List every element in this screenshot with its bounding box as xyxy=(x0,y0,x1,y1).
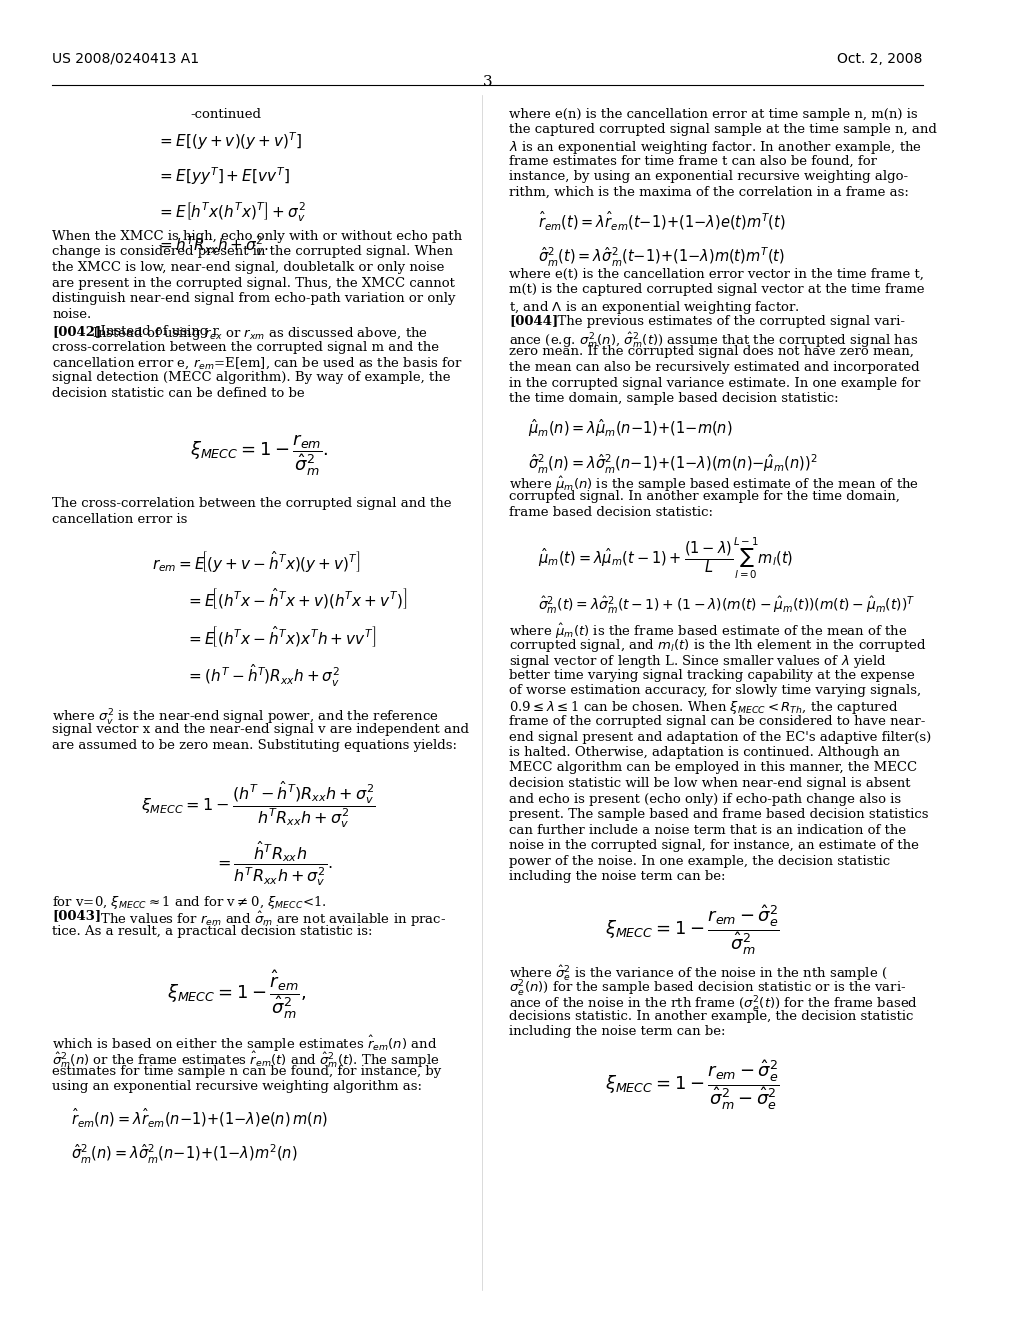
Text: $\xi_{MECC} = 1 - \dfrac{r_{em} - \hat{\sigma}_e^2}{\hat{\sigma}_m^2 - \hat{\sig: $\xi_{MECC} = 1 - \dfrac{r_{em} - \hat{\… xyxy=(605,1059,779,1113)
Text: signal vector x and the near-end signal v are independent and: signal vector x and the near-end signal … xyxy=(52,723,469,737)
Text: cancellation error is: cancellation error is xyxy=(52,513,187,525)
Text: MECC algorithm can be employed in this manner, the MECC: MECC algorithm can be employed in this m… xyxy=(510,762,918,775)
Text: $\lambda$ is an exponential weighting factor. In another example, the: $\lambda$ is an exponential weighting fa… xyxy=(510,139,923,156)
Text: Instead of using r: Instead of using r xyxy=(92,325,219,338)
Text: corrupted signal. In another example for the time domain,: corrupted signal. In another example for… xyxy=(510,490,900,503)
Text: $\hat{\sigma}_m^2(t) = \lambda\hat{\sigma}_m^2(t-1) + (1-\lambda)(m(t) - \hat{\m: $\hat{\sigma}_m^2(t) = \lambda\hat{\sigm… xyxy=(538,594,915,616)
Text: $\xi_{MECC} = 1 - \dfrac{r_{em} - \hat{\sigma}_e^2}{\hat{\sigma}_m^2}$: $\xi_{MECC} = 1 - \dfrac{r_{em} - \hat{\… xyxy=(605,903,779,957)
Text: for v=0, $\xi_{MECC}$$\approx$1 and for v$\neq$0, $\xi_{MECC}$<1.: for v=0, $\xi_{MECC}$$\approx$1 and for … xyxy=(52,894,327,911)
Text: decision statistic can be defined to be: decision statistic can be defined to be xyxy=(52,387,305,400)
Text: $\hat{\sigma}_m^2(n)$ or the frame estimates $\hat{r}_{em}(t)$ and $\hat{\sigma}: $\hat{\sigma}_m^2(n)$ or the frame estim… xyxy=(52,1049,440,1069)
Text: -continued: -continued xyxy=(190,108,261,121)
Text: Instead of using $r_{ex}$ or $r_{xm}$ as discussed above, the: Instead of using $r_{ex}$ or $r_{xm}$ as… xyxy=(92,325,428,342)
Text: $= E[yy^T] + E[vv^T]$: $= E[yy^T] + E[vv^T]$ xyxy=(157,165,290,186)
Text: $\xi_{MECC} = 1 - \dfrac{r_{em}}{\hat{\sigma}_{m}^{2}}.$: $\xi_{MECC} = 1 - \dfrac{r_{em}}{\hat{\s… xyxy=(190,433,329,478)
Text: can further include a noise term that is an indication of the: can further include a noise term that is… xyxy=(510,824,906,837)
Text: change is considered present in the corrupted signal. When: change is considered present in the corr… xyxy=(52,246,454,259)
Text: frame based decision statistic:: frame based decision statistic: xyxy=(510,506,714,519)
Text: where e(n) is the cancellation error at time sample n, m(n) is: where e(n) is the cancellation error at … xyxy=(510,108,919,121)
Text: zero mean. If the corrupted signal does not have zero mean,: zero mean. If the corrupted signal does … xyxy=(510,346,914,359)
Text: of worse estimation accuracy, for slowly time varying signals,: of worse estimation accuracy, for slowly… xyxy=(510,684,922,697)
Text: t, and $\Lambda$ is an exponential weighting factor.: t, and $\Lambda$ is an exponential weigh… xyxy=(510,300,800,315)
Text: $\hat{\sigma}_m^2(n){=}\lambda\hat{\sigma}_m^2(n{-}1){+}(1{-}\lambda)(m(n){-}\ha: $\hat{\sigma}_m^2(n){=}\lambda\hat{\sigm… xyxy=(528,453,818,475)
Text: ance of the noise in the rth frame ($\sigma_e^2(t)$) for the frame based: ance of the noise in the rth frame ($\si… xyxy=(510,994,919,1015)
Text: $\hat{r}_{em}(t){=}\lambda\hat{r}_{em}(t{-}1){+}(1{-}\lambda)e(t)m^T(t)$: $\hat{r}_{em}(t){=}\lambda\hat{r}_{em}(t… xyxy=(538,211,785,234)
Text: [0044]: [0044] xyxy=(510,314,559,327)
Text: where e(t) is the cancellation error vector in the time frame t,: where e(t) is the cancellation error vec… xyxy=(510,268,925,281)
Text: where $\sigma_v^2$ is the near-end signal power, and the reference: where $\sigma_v^2$ is the near-end signa… xyxy=(52,708,439,727)
Text: the XMCC is low, near-end signal, doubletalk or only noise: the XMCC is low, near-end signal, double… xyxy=(52,261,444,275)
Text: $\hat{\mu}_m(n){=}\lambda\hat{\mu}_m(n{-}1){+}(1{-}m(n)$: $\hat{\mu}_m(n){=}\lambda\hat{\mu}_m(n{-… xyxy=(528,417,733,440)
Text: are assumed to be zero mean. Substituting equations yields:: are assumed to be zero mean. Substitutin… xyxy=(52,738,458,751)
Text: power of the noise. In one example, the decision statistic: power of the noise. In one example, the … xyxy=(510,854,891,867)
Text: The previous estimates of the corrupted signal vari-: The previous estimates of the corrupted … xyxy=(550,314,905,327)
Text: m(t) is the captured corrupted signal vector at the time frame: m(t) is the captured corrupted signal ve… xyxy=(510,284,925,297)
Text: US 2008/0240413 A1: US 2008/0240413 A1 xyxy=(52,51,200,66)
Text: frame estimates for time frame t can also be found, for: frame estimates for time frame t can als… xyxy=(510,154,878,168)
Text: signal vector of length L. Since smaller values of $\lambda$ yield: signal vector of length L. Since smaller… xyxy=(510,653,888,671)
Text: $\xi_{MECC} = 1 - \dfrac{\hat{r}_{em}}{\hat{\sigma}_{m}^{2}},$: $\xi_{MECC} = 1 - \dfrac{\hat{r}_{em}}{\… xyxy=(167,969,306,1020)
Text: using an exponential recursive weighting algorithm as:: using an exponential recursive weighting… xyxy=(52,1080,422,1093)
Text: $= E\!\left[(h^T x - \hat{h}^T x)x^T h + vv^T\right]$: $= E\!\left[(h^T x - \hat{h}^T x)x^T h +… xyxy=(185,624,376,649)
Text: decisions statistic. In another example, the decision statistic: decisions statistic. In another example,… xyxy=(510,1010,913,1023)
Text: $= E\!\left[(h^T x - \hat{h}^T x + v)(h^T x + v^T)\right]$: $= E\!\left[(h^T x - \hat{h}^T x + v)(h^… xyxy=(185,586,408,611)
Text: noise.: noise. xyxy=(52,308,91,321)
Text: $\hat{\sigma}_m^2(n){=}\lambda\hat{\sigma}_m^2(n{-}1){+}(1{-}\lambda)m^2(n)$: $\hat{\sigma}_m^2(n){=}\lambda\hat{\sigm… xyxy=(72,1143,298,1166)
Text: end signal present and adaptation of the EC's adaptive filter(s): end signal present and adaptation of the… xyxy=(510,730,932,743)
Text: [0042]: [0042] xyxy=(52,325,101,338)
Text: $= h^T R_{xx} h + \sigma_v^2.$: $= h^T R_{xx} h + \sigma_v^2.$ xyxy=(157,235,268,259)
Text: ance (e.g. $\sigma_m^2(n)$, $\hat{\sigma}_m^2(t)$) assume that the corrupted sig: ance (e.g. $\sigma_m^2(n)$, $\hat{\sigma… xyxy=(510,330,919,350)
Text: $\hat{r}_{em}(n){=}\lambda\hat{r}_{em}(n{-}1){+}(1{-}\lambda)e(n)\,m(n)$: $\hat{r}_{em}(n){=}\lambda\hat{r}_{em}(n… xyxy=(72,1107,329,1130)
Text: rithm, which is the maxima of the correlation in a frame as:: rithm, which is the maxima of the correl… xyxy=(510,186,909,198)
Text: $= (h^T - \hat{h}^T)R_{xx}h + \sigma_v^2$: $= (h^T - \hat{h}^T)R_{xx}h + \sigma_v^2… xyxy=(185,663,340,689)
Text: where $\hat{\sigma}_e^2$ is the variance of the noise in the nth sample (: where $\hat{\sigma}_e^2$ is the variance… xyxy=(510,964,888,983)
Text: tice. As a result, a practical decision statistic is:: tice. As a result, a practical decision … xyxy=(52,925,373,939)
Text: 3: 3 xyxy=(482,75,493,88)
Text: the captured corrupted signal sample at the time sample n, and: the captured corrupted signal sample at … xyxy=(510,124,937,136)
Text: is halted. Otherwise, adaptation is continued. Although an: is halted. Otherwise, adaptation is cont… xyxy=(510,746,900,759)
Text: $r_{em} = E\!\left[(y+v-\hat{h}^T x)(y+v)^T\right]$: $r_{em} = E\!\left[(y+v-\hat{h}^T x)(y+v… xyxy=(153,549,361,573)
Text: signal detection (MECC algorithm). By way of example, the: signal detection (MECC algorithm). By wa… xyxy=(52,371,451,384)
Text: [0043]: [0043] xyxy=(52,909,101,923)
Text: better time varying signal tracking capability at the expense: better time varying signal tracking capa… xyxy=(510,668,915,681)
Text: estimates for time sample n can be found, for instance, by: estimates for time sample n can be found… xyxy=(52,1064,441,1077)
Text: corrupted signal, and $m_l(t)$ is the lth element in the corrupted: corrupted signal, and $m_l(t)$ is the lt… xyxy=(510,638,927,655)
Text: $= E[(y+v)(y+v)^T]$: $= E[(y+v)(y+v)^T]$ xyxy=(157,129,303,152)
Text: $= \dfrac{\hat{h}^T R_{xx} h}{h^T R_{xx} h + \sigma_v^2}.$: $= \dfrac{\hat{h}^T R_{xx} h}{h^T R_{xx}… xyxy=(214,840,333,888)
Text: including the noise term can be:: including the noise term can be: xyxy=(510,1026,726,1039)
Text: 0.9$\leq\lambda\leq$1 can be chosen. When $\xi_{MECC}$$<$$R_{Th}$, the captured: 0.9$\leq\lambda\leq$1 can be chosen. Whe… xyxy=(510,700,899,717)
Text: $\hat{\sigma}_m^2(t){=}\lambda\hat{\sigma}_m^2(t{-}1){+}(1{-}\lambda)m(t)m^T(t)$: $\hat{\sigma}_m^2(t){=}\lambda\hat{\sigm… xyxy=(538,246,785,269)
Text: The cross-correlation between the corrupted signal and the: The cross-correlation between the corrup… xyxy=(52,498,452,511)
Text: The values for $r_{em}$ and $\hat{\sigma}_m$ are not available in prac-: The values for $r_{em}$ and $\hat{\sigma… xyxy=(92,909,446,929)
Text: $\sigma_e^2(n)$) for the sample based decision statistic or is the vari-: $\sigma_e^2(n)$) for the sample based de… xyxy=(510,979,907,999)
Text: are present in the corrupted signal. Thus, the XMCC cannot: are present in the corrupted signal. Thu… xyxy=(52,276,456,289)
Text: and echo is present (echo only) if echo-path change also is: and echo is present (echo only) if echo-… xyxy=(510,792,901,805)
Text: distinguish near-end signal from echo-path variation or only: distinguish near-end signal from echo-pa… xyxy=(52,292,456,305)
Text: cross-correlation between the corrupted signal m and the: cross-correlation between the corrupted … xyxy=(52,341,439,354)
Text: Oct. 2, 2008: Oct. 2, 2008 xyxy=(838,51,923,66)
Text: the time domain, sample based decision statistic:: the time domain, sample based decision s… xyxy=(510,392,839,405)
Text: When the XMCC is high, echo only with or without echo path: When the XMCC is high, echo only with or… xyxy=(52,230,463,243)
Text: including the noise term can be:: including the noise term can be: xyxy=(510,870,726,883)
Text: the mean can also be recursively estimated and incorporated: the mean can also be recursively estimat… xyxy=(510,360,921,374)
Text: instance, by using an exponential recursive weighting algo-: instance, by using an exponential recurs… xyxy=(510,170,908,183)
Text: frame of the corrupted signal can be considered to have near-: frame of the corrupted signal can be con… xyxy=(510,715,926,729)
Text: cancellation error e, $r_{em}$=E[em], can be used as the basis for: cancellation error e, $r_{em}$=E[em], ca… xyxy=(52,356,463,371)
Text: where $\hat{\mu}_m(t)$ is the frame based estimate of the mean of the: where $\hat{\mu}_m(t)$ is the frame base… xyxy=(510,622,908,642)
Text: decision statistic will be low when near-end signal is absent: decision statistic will be low when near… xyxy=(510,777,911,789)
Text: $\hat{\mu}_m(t) = \lambda\hat{\mu}_m(t-1) + \dfrac{(1-\lambda)}{L}\sum_{l=0}^{L-: $\hat{\mu}_m(t) = \lambda\hat{\mu}_m(t-1… xyxy=(538,536,794,581)
Text: $\xi_{MECC} = 1 - \dfrac{(h^T - \hat{h}^T)R_{xx}h + \sigma_v^2}{h^T R_{xx} h + \: $\xi_{MECC} = 1 - \dfrac{(h^T - \hat{h}^… xyxy=(141,779,376,830)
Text: present. The sample based and frame based decision statistics: present. The sample based and frame base… xyxy=(510,808,929,821)
Text: noise in the corrupted signal, for instance, an estimate of the: noise in the corrupted signal, for insta… xyxy=(510,840,920,851)
Text: where $\hat{\mu}_m(n)$ is the sample based estimate of the mean of the: where $\hat{\mu}_m(n)$ is the sample bas… xyxy=(510,474,920,494)
Text: which is based on either the sample estimates $\hat{r}_{em}(n)$ and: which is based on either the sample esti… xyxy=(52,1034,437,1053)
Text: $= E\left[h^T x(h^T x)^T\right] + \sigma_v^2$: $= E\left[h^T x(h^T x)^T\right] + \sigma… xyxy=(157,201,306,223)
Text: in the corrupted signal variance estimate. In one example for: in the corrupted signal variance estimat… xyxy=(510,376,921,389)
